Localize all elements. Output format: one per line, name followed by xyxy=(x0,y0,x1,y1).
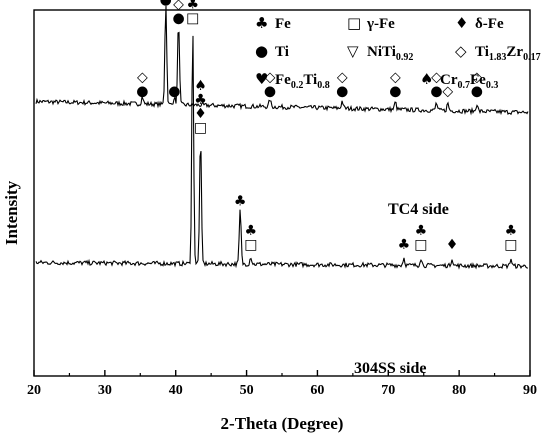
legend-symbol: ▽ xyxy=(347,42,359,60)
legend: ♣ Fe □ γ-Fe ♦ δ-Fe ● Ti ▽ NiTi0.92 ◇ Ti1.83Zr0.17 ♥ F… xyxy=(255,14,541,91)
series-labels-group: TC4 side 304SS side xyxy=(354,201,449,377)
x-tick-label: 90 xyxy=(523,383,537,398)
peak-marker: ● xyxy=(136,84,148,100)
peak-marker: ◇ xyxy=(337,70,348,86)
x-axis-label: 2-Theta (Degree) xyxy=(221,414,344,433)
legend-symbol: □ xyxy=(347,14,361,32)
peak-marker: ● xyxy=(389,84,401,100)
legend-label: Cr0.7Fe0.3 xyxy=(440,72,498,91)
x-tick-label: 80 xyxy=(452,383,466,398)
peak-marker: ♦ xyxy=(194,106,207,122)
peak-marker: ♣ xyxy=(194,92,207,108)
legend-symbol: ♠ xyxy=(420,70,433,88)
legend-label: δ-Fe xyxy=(475,16,504,32)
x-tick-label: 40 xyxy=(169,383,183,398)
peak-marker: ● xyxy=(336,84,348,100)
peak-marker: □ xyxy=(194,120,207,136)
peak-marker: ◇ xyxy=(442,84,453,100)
series-label: TC4 side xyxy=(388,201,449,218)
peak-marker: ♣ xyxy=(245,223,258,239)
peak-marker: ♣ xyxy=(505,223,518,239)
legend-symbol: ◇ xyxy=(455,42,467,60)
y-axis-label: Intensity xyxy=(2,180,21,245)
peak-marker: ♠ xyxy=(194,78,207,94)
legend-symbol: ♦ xyxy=(455,14,468,32)
spectrum-line-304ss xyxy=(35,35,528,270)
x-tick-label: 60 xyxy=(310,383,324,398)
legend-label: γ-Fe xyxy=(366,16,395,32)
peak-marker: □ xyxy=(244,237,257,253)
peak-marker: □ xyxy=(414,237,427,253)
peak-marker: ◇ xyxy=(173,0,184,12)
peak-marker: ● xyxy=(160,0,172,8)
legend-symbol: ● xyxy=(255,42,268,60)
peak-marker: ♣ xyxy=(186,0,199,12)
plot-frame xyxy=(33,9,531,377)
series-label: 304SS side xyxy=(354,360,426,377)
x-axis-ticks: 20 30 40 50 60 70 80 90 xyxy=(27,370,537,398)
legend-label: Ti xyxy=(275,44,289,60)
x-tick-label: 30 xyxy=(98,383,112,398)
legend-label: NiTi0.92 xyxy=(367,44,413,63)
peak-marker: ♣ xyxy=(415,223,428,239)
peak-marker: ● xyxy=(471,84,483,100)
peak-marker: ● xyxy=(430,84,442,100)
x-tick-label: 70 xyxy=(381,383,395,398)
peak-marker: ♣ xyxy=(234,193,247,209)
peak-marker: □ xyxy=(186,10,199,26)
legend-symbol: ♥ xyxy=(255,70,268,88)
peak-marker: ● xyxy=(172,10,184,26)
peak-marker: ◇ xyxy=(265,70,276,86)
legend-label: Fe0.2Ti0.8 xyxy=(275,72,330,91)
legend-label: Ti1.83Zr0.17 xyxy=(475,44,541,63)
legend-symbol: ♣ xyxy=(255,14,268,32)
peak-marker: ◇ xyxy=(390,70,401,86)
peak-marker: ♦ xyxy=(446,237,459,253)
peak-markers-group: ●◇●◇▽●●◇▽♥●◇●◇●◇●◇◇●◇□♣□♦♣♠♣□♣♣□♣♦□♣ xyxy=(136,0,517,253)
peak-marker: ◇ xyxy=(137,70,148,86)
plot-border xyxy=(33,9,531,377)
x-tick-label: 20 xyxy=(27,383,41,398)
peak-marker: □ xyxy=(504,237,517,253)
spectra-group xyxy=(35,5,529,270)
x-tick-label: 50 xyxy=(240,383,254,398)
spectrum-line-tc4 xyxy=(35,5,529,116)
legend-label: Fe xyxy=(275,16,291,32)
peak-marker: ◇ xyxy=(471,70,482,86)
peak-marker: ● xyxy=(264,84,276,100)
peak-marker: ◇ xyxy=(431,70,442,86)
peak-marker: ● xyxy=(168,84,180,100)
peak-marker: ♣ xyxy=(398,237,411,253)
